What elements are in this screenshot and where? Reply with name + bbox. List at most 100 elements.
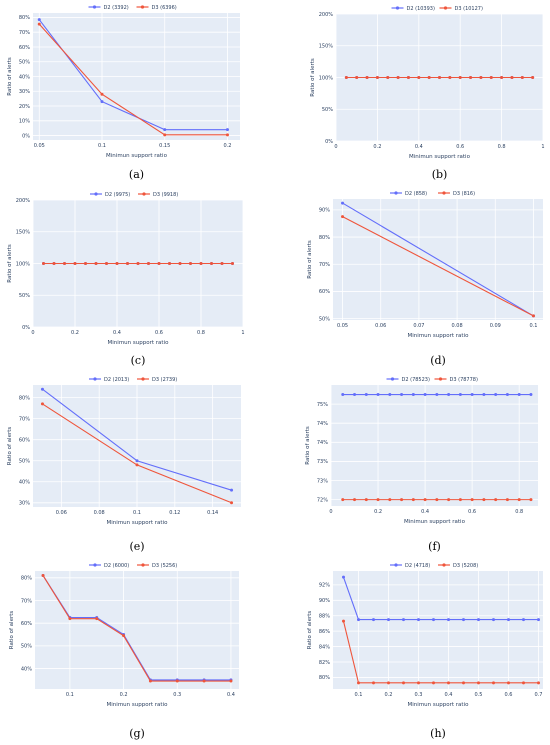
y-axis-title: Ratio of alerts <box>7 244 13 283</box>
data-point-d2 <box>341 201 345 205</box>
y-tick-label: 0% <box>325 139 333 145</box>
data-point-d2 <box>432 618 435 622</box>
data-point-d3 <box>386 76 390 79</box>
y-tick-label: 92% <box>319 583 330 589</box>
data-point-d3 <box>178 262 182 265</box>
y-tick-label: 200% <box>16 198 31 204</box>
y-tick-label: 72% <box>317 497 328 503</box>
y-tick-label: 50% <box>19 459 30 465</box>
data-point-d3 <box>122 634 126 638</box>
y-tick-label: 70% <box>19 30 30 36</box>
x-tick-label: 0.06 <box>375 323 386 329</box>
data-point-d2 <box>537 618 540 622</box>
x-tick-label: 0.2 <box>374 509 382 515</box>
legend-label: D3 (816) <box>453 191 475 197</box>
y-tick-label: 60% <box>19 437 30 443</box>
panel-caption: (a) <box>129 168 144 181</box>
legend-label: D3 (78778) <box>450 377 478 383</box>
y-tick-label: 200% <box>319 12 334 18</box>
legend-swatch-marker <box>390 377 395 381</box>
data-point-d2 <box>163 128 167 132</box>
x-tick-label: 0.1 <box>133 510 141 516</box>
data-point-d2 <box>462 618 465 622</box>
data-point-d3 <box>115 262 119 265</box>
chart-f: 0 0.2 0.4 0.6 0.8 72% 73% 73% 74% 74% 75% Minimun s… <box>305 377 538 553</box>
x-axis-title: Minimun support ratio <box>108 340 170 346</box>
data-point-d3 <box>522 681 525 685</box>
x-axis-title: Minimun support ratio <box>408 702 470 708</box>
series-line-d2 <box>342 202 534 317</box>
data-point-d3 <box>42 262 45 265</box>
data-point-d3 <box>341 215 345 219</box>
data-point-d3 <box>163 133 167 137</box>
data-point-d3 <box>353 498 357 502</box>
x-tick-label: 0.1 <box>66 692 74 698</box>
x-tick-label: 0.09 <box>490 323 501 329</box>
data-point-d3 <box>341 498 345 502</box>
y-tick-label: 90% <box>319 208 330 214</box>
data-point-d3 <box>40 402 44 406</box>
panel-caption: (b) <box>432 168 448 181</box>
x-tick-label: 1 <box>241 330 244 336</box>
data-point-d2 <box>492 618 495 622</box>
legend-swatch-marker <box>140 5 145 9</box>
x-tick-label: 0.14 <box>207 510 218 516</box>
data-point-d2 <box>470 393 474 397</box>
x-tick-label: 0.5 <box>475 692 483 698</box>
y-axis-title: Ratio of alerts <box>305 426 311 465</box>
data-point-d2 <box>135 459 139 463</box>
data-point-d3 <box>396 76 400 79</box>
data-point-d3 <box>388 498 392 502</box>
x-tick-label: 0.2 <box>223 143 231 149</box>
data-point-d3 <box>95 617 99 621</box>
data-point-d3 <box>537 681 540 685</box>
legend-swatch-marker <box>442 191 446 195</box>
y-tick-label: 84% <box>319 644 330 650</box>
x-tick-label: 0.07 <box>413 323 424 329</box>
x-axis-title: Minimun support ratio <box>404 519 466 525</box>
data-point-d3 <box>500 76 504 79</box>
data-point-d3 <box>531 314 535 318</box>
data-point-d3 <box>447 498 451 502</box>
x-tick-label: 0.7 <box>535 692 543 698</box>
x-axis-title: Minimun support ratio <box>107 702 169 708</box>
x-tick-label: 0.2 <box>71 330 79 336</box>
y-tick-label: 74% <box>317 421 328 427</box>
data-point-d2 <box>342 575 345 579</box>
x-tick-label: 0.4 <box>113 330 121 336</box>
data-point-d3 <box>482 498 486 502</box>
x-tick-label: 0.6 <box>456 144 464 150</box>
plot-area <box>333 571 543 689</box>
legend-label: D3 (5256) <box>152 563 177 569</box>
x-axis-title: Minimun support ratio <box>408 333 470 339</box>
chart-panel-b: 0 0.2 0.4 0.6 0.8 1 0% 50% 100% 150% 200% Minimun s… <box>275 0 550 186</box>
data-point-d2 <box>388 393 392 397</box>
data-point-d3 <box>175 679 179 683</box>
data-point-d3 <box>375 76 379 79</box>
data-point-d3 <box>105 262 108 265</box>
panel-caption: (e) <box>129 540 144 553</box>
data-point-d3 <box>479 76 483 79</box>
data-point-d2 <box>225 128 229 132</box>
data-point-d3 <box>220 262 224 265</box>
data-point-d3 <box>494 498 498 502</box>
data-point-d3 <box>189 262 192 265</box>
chart-g: 0.1 0.2 0.3 0.4 40% 50% 60% 70% 80% Minimun suppo… <box>9 563 239 740</box>
x-axis-title: Minimun support ratio <box>106 153 168 159</box>
data-point-d3 <box>372 681 375 685</box>
data-point-d3 <box>84 262 87 265</box>
chart-panel-e: 0.06 0.08 0.1 0.12 0.14 30% 40% 50% 60% 70% 80% Min… <box>0 372 275 558</box>
data-point-d3 <box>470 498 474 502</box>
data-point-d3 <box>435 498 439 502</box>
legend-swatch-marker <box>442 563 446 567</box>
y-axis-title: Ratio of alerts <box>307 611 313 650</box>
chart-panel-f: 0 0.2 0.4 0.6 0.8 72% 73% 73% 74% 74% 75% Minimun s… <box>275 372 550 558</box>
y-tick-label: 60% <box>21 621 32 627</box>
y-tick-label: 0% <box>22 325 30 331</box>
legend-label: D2 (4718) <box>405 563 430 569</box>
data-point-d3 <box>417 76 421 79</box>
chart-panel-d: 0.05 0.06 0.07 0.08 0.09 0.1 50% 60% 70% 80% 90% Mi… <box>275 186 550 372</box>
data-point-d3 <box>411 498 415 502</box>
series-line-d3 <box>38 23 228 136</box>
data-point-d3 <box>210 262 213 265</box>
